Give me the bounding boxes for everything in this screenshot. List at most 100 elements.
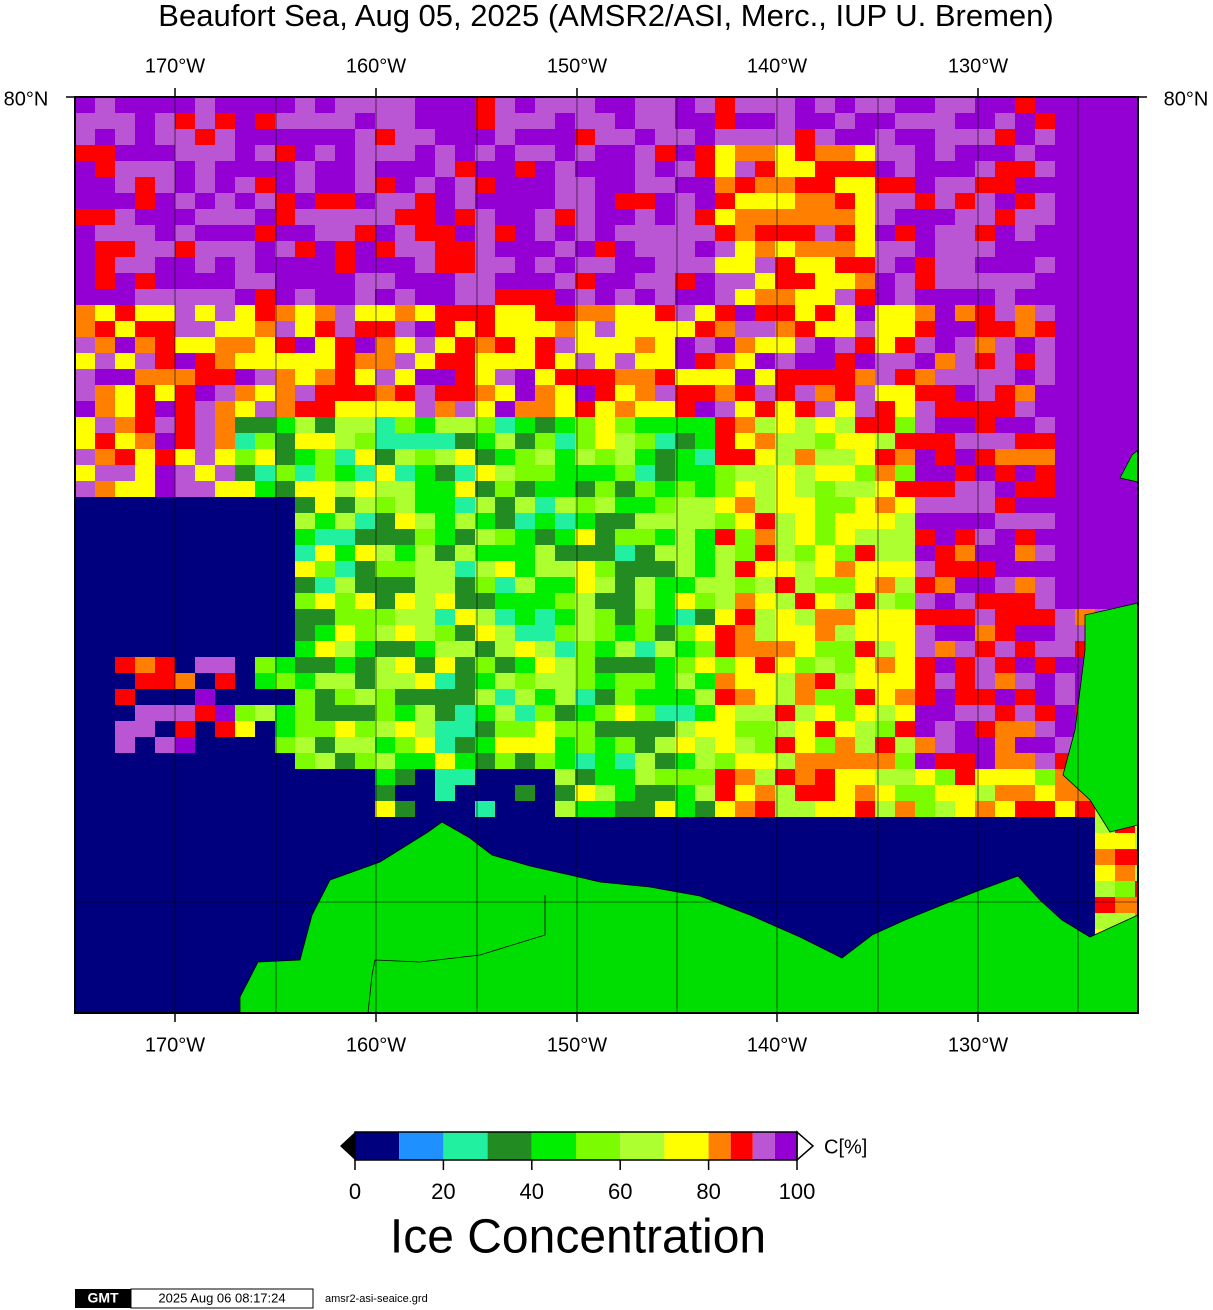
ice-cell — [635, 97, 655, 113]
ice-cell — [215, 625, 235, 641]
lon-label: 160°W — [346, 55, 406, 77]
ice-cell — [1035, 465, 1055, 481]
ice-cell — [235, 273, 255, 289]
ice-cell — [1055, 305, 1075, 321]
ice-cell — [515, 817, 535, 833]
ice-cell — [575, 801, 595, 817]
ice-cell — [855, 609, 875, 625]
ice-cell — [435, 385, 455, 401]
ice-cell — [535, 401, 555, 417]
ice-cell — [1095, 241, 1115, 257]
ice-cell — [675, 657, 695, 673]
ice-cell — [355, 545, 375, 561]
ice-cell — [215, 337, 235, 353]
ice-cell — [1115, 257, 1135, 273]
ice-cell — [975, 705, 995, 721]
ice-cell — [535, 113, 555, 129]
ice-cell — [835, 513, 855, 529]
ice-cell — [1015, 289, 1035, 305]
ice-cell — [195, 209, 215, 225]
ice-cell — [335, 609, 355, 625]
ice-cell — [895, 481, 915, 497]
ice-cell — [855, 753, 875, 769]
ice-cell — [675, 753, 695, 769]
ice-cell — [95, 881, 115, 897]
ice-cell — [675, 481, 695, 497]
ice-cell — [775, 385, 795, 401]
ice-cell — [995, 529, 1015, 545]
ice-cell — [615, 97, 635, 113]
ice-cell — [1055, 369, 1075, 385]
ice-cell — [775, 225, 795, 241]
ice-cell — [755, 225, 775, 241]
ice-cell — [375, 721, 395, 737]
ice-cell — [1035, 881, 1055, 897]
ice-cell — [675, 417, 695, 433]
ice-cell — [1015, 849, 1035, 865]
ice-cell — [695, 577, 715, 593]
ice-cell — [735, 689, 755, 705]
ice-cell — [415, 401, 435, 417]
ice-cell — [335, 97, 355, 113]
ice-cell — [195, 465, 215, 481]
ice-cell — [955, 497, 975, 513]
ice-cell — [755, 529, 775, 545]
ice-cell — [1015, 769, 1035, 785]
ice-cell — [815, 705, 835, 721]
ice-cell — [535, 673, 555, 689]
ice-cell — [155, 801, 175, 817]
ice-cell — [75, 241, 95, 257]
ice-cell — [455, 145, 475, 161]
ice-cell — [175, 97, 195, 113]
ice-cell — [435, 257, 455, 273]
ice-cell — [815, 113, 835, 129]
ice-cell — [715, 161, 735, 177]
ice-cell — [955, 849, 975, 865]
ice-cell — [235, 737, 255, 753]
ice-cell — [115, 145, 135, 161]
ice-cell — [575, 209, 595, 225]
ice-cell — [595, 417, 615, 433]
ice-cell — [435, 801, 455, 817]
ice-cell — [395, 273, 415, 289]
ice-cell — [915, 305, 935, 321]
ice-cell — [495, 385, 515, 401]
ice-cell — [1015, 97, 1035, 113]
ice-cell — [355, 529, 375, 545]
ice-cell — [835, 705, 855, 721]
ice-cell — [455, 433, 475, 449]
ice-cell — [735, 593, 755, 609]
ice-cell — [855, 481, 875, 497]
ice-cell — [555, 305, 575, 321]
ice-cell — [115, 209, 135, 225]
ice-cell — [75, 897, 95, 913]
ice-cell — [835, 833, 855, 849]
ice-cell — [115, 913, 135, 929]
ice-cell — [775, 193, 795, 209]
ice-cell — [835, 881, 855, 897]
ice-cell — [235, 401, 255, 417]
ice-cell — [355, 273, 375, 289]
ice-cell — [455, 641, 475, 657]
ice-cell — [355, 321, 375, 337]
ice-cell — [675, 193, 695, 209]
ice-cell — [515, 353, 535, 369]
ice-cell — [855, 257, 875, 273]
ice-cell — [595, 497, 615, 513]
ice-raster — [75, 97, 1138, 1013]
ice-cell — [95, 193, 115, 209]
ice-cell — [1075, 113, 1095, 129]
ice-cell — [235, 641, 255, 657]
ice-cell — [1075, 497, 1095, 513]
ice-cell — [1015, 641, 1035, 657]
ice-cell — [155, 257, 175, 273]
ice-cell — [515, 801, 535, 817]
ice-cell — [1115, 193, 1135, 209]
ice-cell — [215, 353, 235, 369]
ice-cell — [855, 545, 875, 561]
ice-cell — [775, 513, 795, 529]
ice-cell — [375, 577, 395, 593]
ice-cell — [135, 689, 155, 705]
ice-cell — [815, 913, 835, 929]
ice-cell — [115, 305, 135, 321]
